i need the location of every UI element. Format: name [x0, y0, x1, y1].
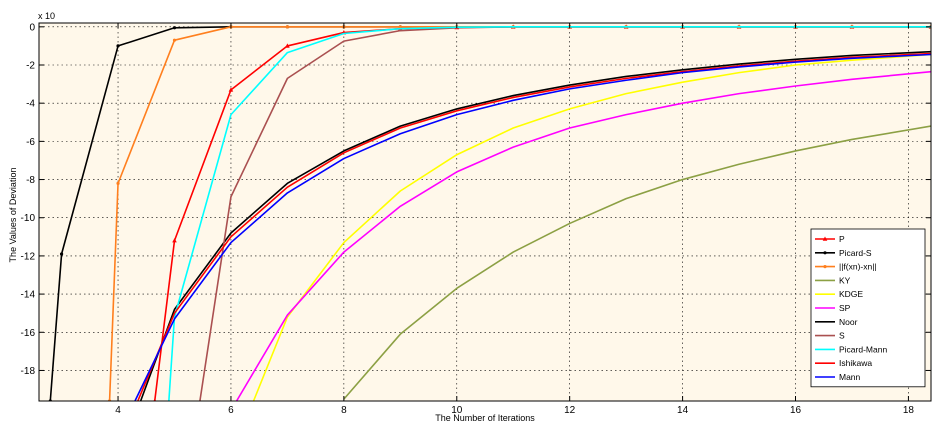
- y-tick-label: -14: [21, 290, 36, 301]
- legend-marker: [822, 236, 828, 241]
- series-point: [116, 44, 120, 48]
- x-tick-label: 4: [115, 405, 121, 416]
- legend-label-sp: SP: [839, 303, 851, 313]
- legend-label-noor: Noor: [839, 317, 858, 327]
- y-tick-label: -6: [26, 137, 35, 148]
- series-line-noor: [139, 50, 931, 401]
- legend-label-picard-mann: Picard-Mann: [839, 344, 887, 354]
- legend-marker: [823, 251, 827, 255]
- legend-label-kdge: KDGE: [839, 289, 863, 299]
- legend: P Picard-S ||f(xn)-xn|| KY KDGE SP Noor S Picard…: [810, 228, 926, 388]
- x-tick-label: 18: [903, 405, 915, 416]
- legend-label-p: P: [839, 234, 845, 244]
- legend-label-s: S: [839, 331, 845, 341]
- series-point: [398, 25, 402, 29]
- legend-label-ky: KY: [839, 275, 851, 285]
- y-axis-label: The Values of Deviation: [8, 168, 18, 263]
- y-tick-label: -2: [26, 61, 35, 72]
- y-tick-label: -12: [21, 251, 36, 262]
- series-point: [228, 87, 234, 92]
- axes-box: [38, 22, 932, 402]
- y-tick-label: -10: [21, 213, 36, 224]
- legend-label-picard-s: Picard-S: [839, 248, 872, 258]
- y-tick-label: -18: [21, 366, 36, 377]
- series-point: [285, 25, 290, 29]
- series-point: [116, 181, 120, 185]
- series-line-kdge: [252, 53, 931, 401]
- y-tick-label: -8: [26, 175, 35, 186]
- series-line-sp: [235, 70, 931, 401]
- legend-label-ishikawa: Ishikawa: [839, 358, 872, 368]
- y-tick-label: -16: [21, 328, 36, 339]
- series-point: [59, 252, 64, 256]
- plot-background: [39, 23, 931, 401]
- x-tick-label: 10: [451, 405, 463, 416]
- y-tick-label: -4: [26, 99, 35, 110]
- series-line-ishikawa: [137, 52, 931, 401]
- y-scale-base: x 10: [38, 11, 55, 21]
- series-group: [48, 24, 931, 401]
- series-line-picard-mann: [168, 26, 931, 401]
- y-tick-label: 0: [29, 22, 35, 33]
- x-tick-label: 14: [677, 405, 689, 416]
- series-line-mann: [134, 53, 931, 401]
- plot-area: 4 6 8 10 12 14 16 18 0 -2 -4 -6 -8 -10 -12 -14 -16 -18 P Pi…: [21, 22, 932, 416]
- series-point: [172, 38, 177, 42]
- x-tick-label: 16: [790, 405, 802, 416]
- series-line-ky: [343, 125, 931, 400]
- x-tick-label: 6: [228, 405, 234, 416]
- series-point: [172, 26, 177, 30]
- legend-label-mann: Mann: [839, 372, 861, 382]
- legend-marker: [823, 265, 827, 269]
- x-tick-label: 12: [564, 405, 576, 416]
- series-point: [172, 238, 177, 243]
- x-axis-label: The Number of Iterations: [435, 413, 535, 423]
- x-tick-label: 8: [341, 405, 347, 416]
- y-scale-label: x 10: [38, 11, 55, 21]
- legend-label-f-xn-xn: ||f(xn)-xn||: [839, 262, 877, 272]
- series-point: [153, 398, 157, 401]
- series-point: [285, 43, 290, 48]
